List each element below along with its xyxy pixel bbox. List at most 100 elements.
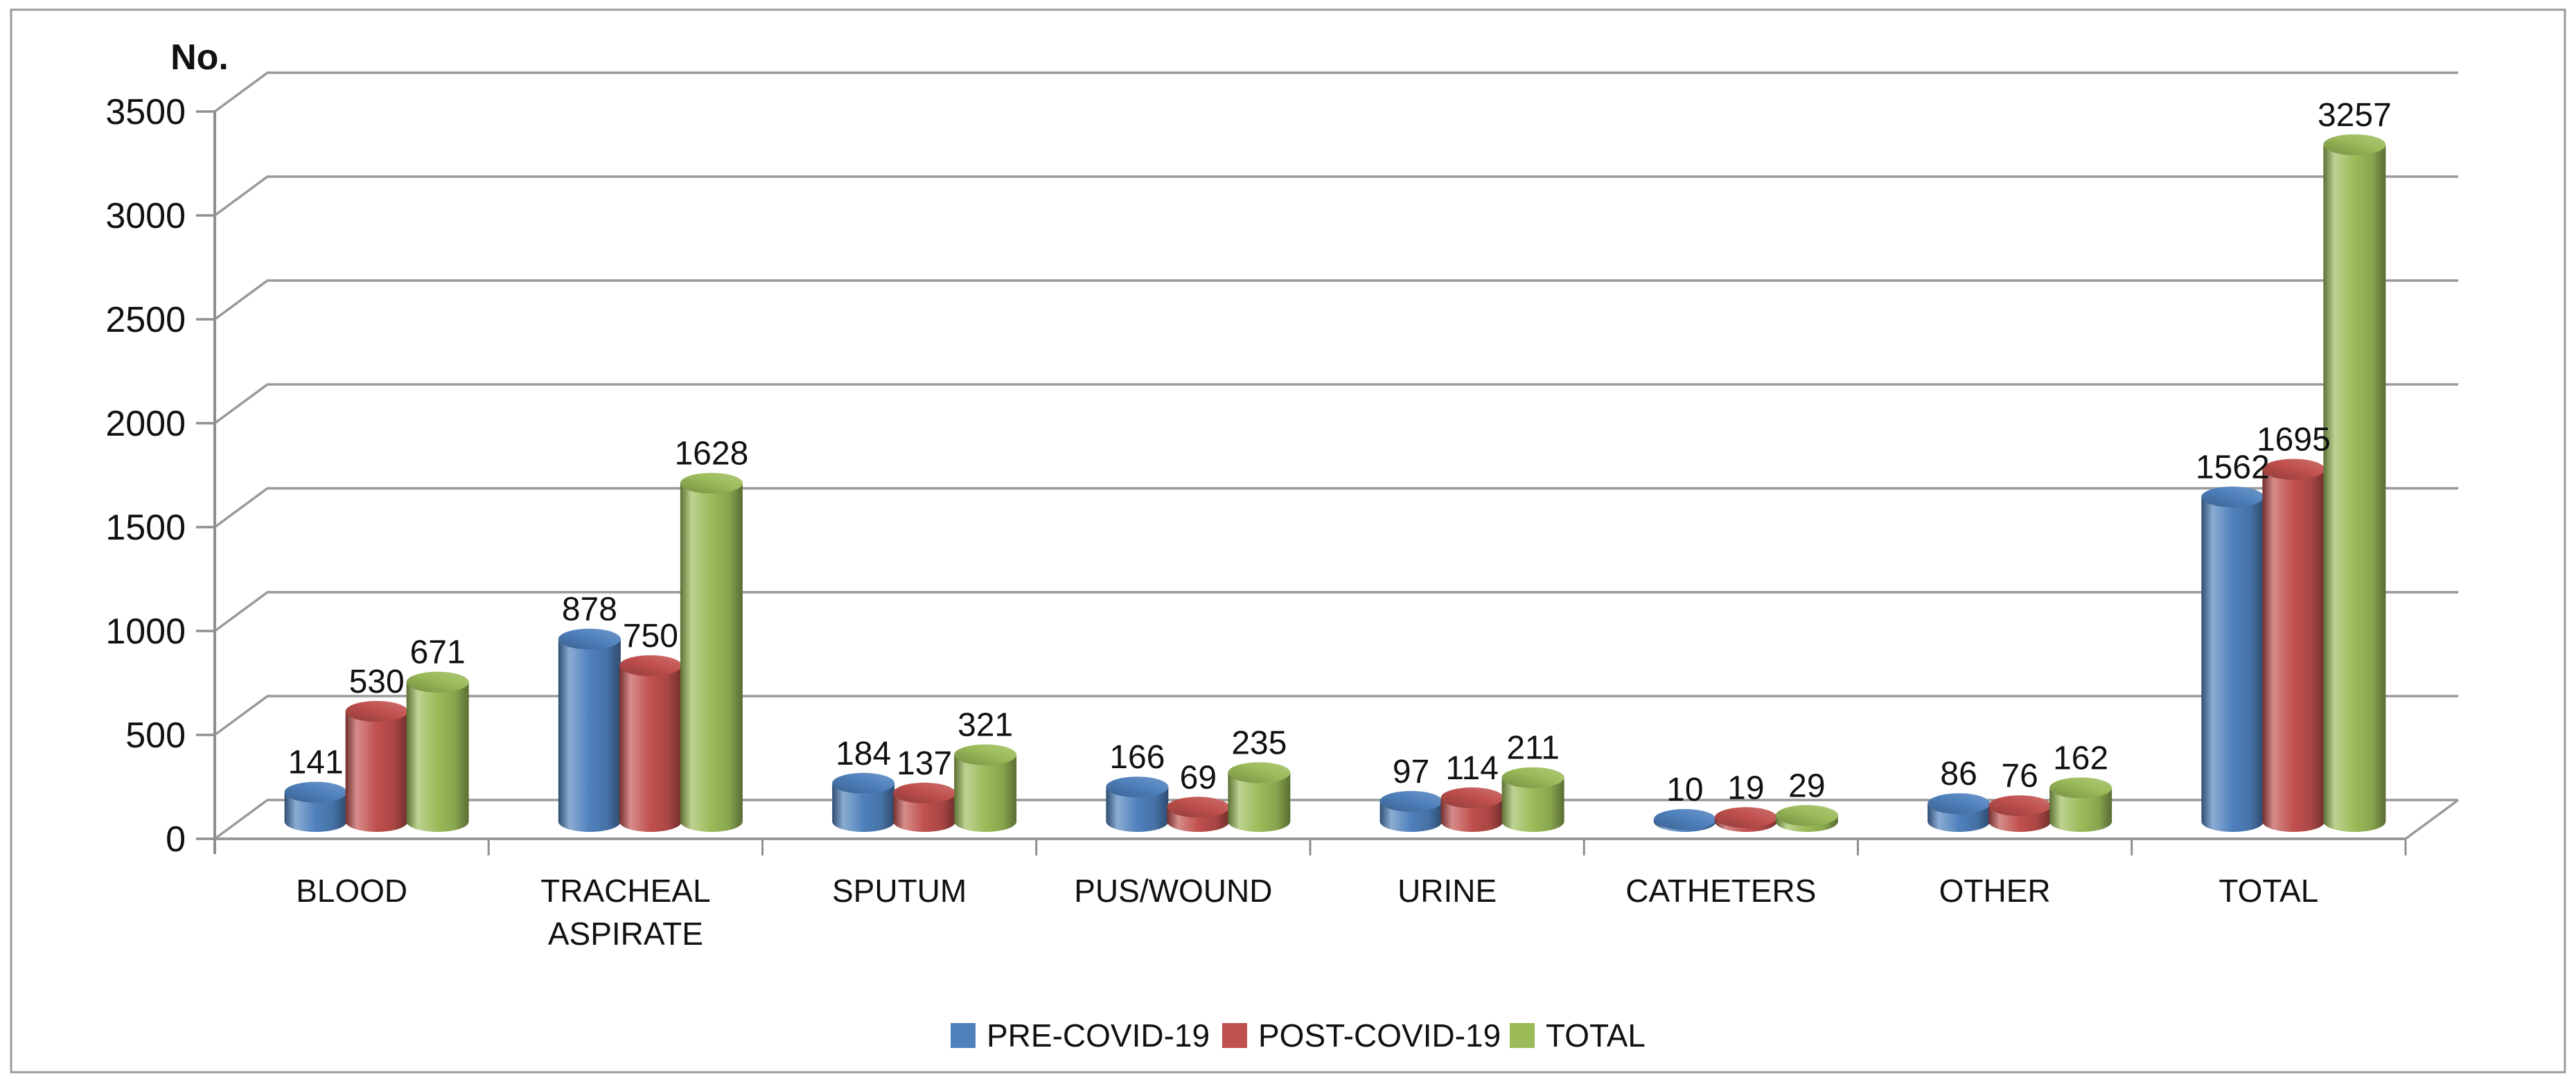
cylinder-body bbox=[345, 711, 408, 821]
cylinder-top bbox=[1440, 787, 1503, 808]
bar-cylinder bbox=[345, 701, 408, 832]
legend-swatch bbox=[1510, 1023, 1535, 1048]
cylinder-top bbox=[1501, 767, 1564, 788]
bar-cylinder bbox=[1988, 795, 2052, 832]
figure-frame bbox=[10, 8, 2566, 1074]
cylinder-top bbox=[2323, 134, 2386, 155]
cylinder-body bbox=[2201, 497, 2264, 821]
gridline bbox=[213, 591, 2458, 632]
bar-cylinder bbox=[1653, 809, 1716, 832]
category-label: URINE bbox=[1397, 873, 1497, 909]
bar-group-catheters bbox=[1653, 805, 1838, 832]
bar-value-label: 235 bbox=[1231, 725, 1287, 762]
cylinder-top bbox=[1775, 805, 1838, 826]
cylinder-body bbox=[406, 682, 469, 821]
cylinder-body bbox=[558, 639, 621, 821]
bar-group-other bbox=[1927, 777, 2112, 832]
bar-value-label: 29 bbox=[1788, 767, 1825, 804]
bar-value-label: 10 bbox=[1666, 772, 1703, 808]
y-tick-label: 0 bbox=[166, 819, 186, 860]
bar-value-label: 211 bbox=[1506, 730, 1560, 767]
gridline bbox=[213, 71, 2458, 113]
cylinder-top bbox=[1167, 797, 1230, 818]
cylinder-top bbox=[680, 472, 743, 494]
axis-title: No. bbox=[170, 37, 229, 78]
legend-swatch bbox=[1222, 1023, 1247, 1048]
y-tick-label: 2000 bbox=[105, 404, 186, 444]
bar-value-label: 1562 bbox=[2196, 449, 2270, 486]
bar-value-label: 19 bbox=[1727, 770, 1764, 806]
bar-value-label: 184 bbox=[836, 736, 891, 772]
cylinder-top bbox=[2262, 459, 2325, 480]
legend-swatch bbox=[951, 1023, 976, 1048]
gridline bbox=[213, 383, 2458, 425]
y-tick-label: 3500 bbox=[105, 92, 186, 132]
bar-value-label: 76 bbox=[2001, 758, 2038, 794]
legend-label: POST-COVID-19 bbox=[1258, 1018, 1501, 1054]
bar-value-label: 162 bbox=[2053, 740, 2108, 776]
cylinder-top bbox=[1228, 762, 1291, 783]
bar-cylinder bbox=[1501, 767, 1564, 832]
cylinder-top bbox=[1653, 809, 1716, 830]
bar-value-label: 114 bbox=[1445, 750, 1499, 787]
category-ticks bbox=[487, 839, 2407, 855]
cylinder-top bbox=[1106, 776, 1169, 798]
bar-cylinder bbox=[954, 744, 1017, 832]
bar-value-label: 530 bbox=[349, 664, 405, 700]
bar-cylinder bbox=[1775, 805, 1838, 832]
category-label: OTHER bbox=[1939, 873, 2051, 909]
gridline bbox=[213, 279, 2458, 321]
cylinder-top bbox=[954, 744, 1017, 765]
bar-group-sputum bbox=[832, 744, 1017, 832]
bar-cylinder bbox=[1228, 762, 1291, 832]
cylinder-top bbox=[2201, 486, 2264, 508]
bar-value-label: 97 bbox=[1393, 754, 1429, 790]
y-tick-label: 3000 bbox=[105, 196, 186, 236]
category-label: SPUTUM bbox=[832, 873, 967, 909]
legend-item: POST-COVID-19 bbox=[1222, 1018, 1501, 1054]
cylinder-top bbox=[1988, 795, 2052, 817]
legend-item: TOTAL bbox=[1510, 1018, 1646, 1054]
bar-cylinder bbox=[619, 655, 682, 832]
gridline bbox=[213, 695, 2458, 736]
bar-group-pus-wound bbox=[1106, 762, 1291, 832]
gridlines bbox=[196, 71, 2458, 840]
bar-cylinder bbox=[2323, 134, 2386, 832]
category-label: TRACHEAL ASPIRATE bbox=[540, 873, 710, 952]
bar-cylinder bbox=[1927, 793, 1991, 832]
bar-value-label: 141 bbox=[288, 745, 344, 781]
bar-cylinder bbox=[2201, 486, 2264, 832]
cylinder-top bbox=[893, 782, 956, 803]
category-label: BLOOD bbox=[296, 873, 407, 909]
bar-group-tracheal-aspirate bbox=[558, 472, 743, 832]
bar-group-blood bbox=[284, 671, 469, 832]
bar-group-urine bbox=[1379, 767, 1564, 832]
cylinder-top bbox=[558, 628, 621, 650]
category-label: TOTAL bbox=[2218, 873, 2318, 909]
cylinder-top bbox=[2049, 777, 2112, 799]
cylinder-body bbox=[954, 754, 1017, 821]
category-label: CATHETERS bbox=[1625, 873, 1816, 909]
legend-label: PRE-COVID-19 bbox=[987, 1018, 1210, 1054]
bar-value-label: 1628 bbox=[674, 436, 748, 472]
bar-cylinder bbox=[558, 628, 621, 832]
bar-value-label: 1695 bbox=[2257, 422, 2331, 459]
y-tick-label: 500 bbox=[125, 716, 186, 756]
bar-cylinder bbox=[284, 781, 347, 832]
bar-value-label: 671 bbox=[410, 634, 466, 671]
cylinder-top bbox=[619, 655, 682, 676]
cylinder-top bbox=[284, 781, 347, 803]
cylinder-top bbox=[345, 701, 408, 722]
cylinder-top bbox=[1927, 793, 1991, 815]
bar-value-label: 166 bbox=[1109, 739, 1165, 776]
bars bbox=[284, 134, 2386, 832]
legend-label: TOTAL bbox=[1546, 1018, 1646, 1054]
y-axis-labels: 0 500 1000 1500 2000 2500 3000 3500 bbox=[105, 92, 186, 860]
bar-value-label: 878 bbox=[562, 592, 617, 628]
gridline bbox=[213, 175, 2458, 217]
bar-value-label: 69 bbox=[1180, 759, 1217, 796]
bar-value-label: 750 bbox=[623, 618, 678, 655]
cylinder-body bbox=[2323, 144, 2386, 821]
bar-cylinder bbox=[1440, 787, 1503, 832]
